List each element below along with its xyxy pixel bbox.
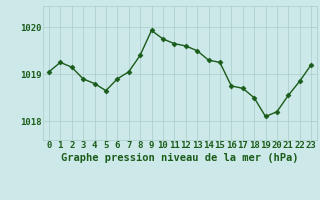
X-axis label: Graphe pression niveau de la mer (hPa): Graphe pression niveau de la mer (hPa) bbox=[61, 153, 299, 163]
